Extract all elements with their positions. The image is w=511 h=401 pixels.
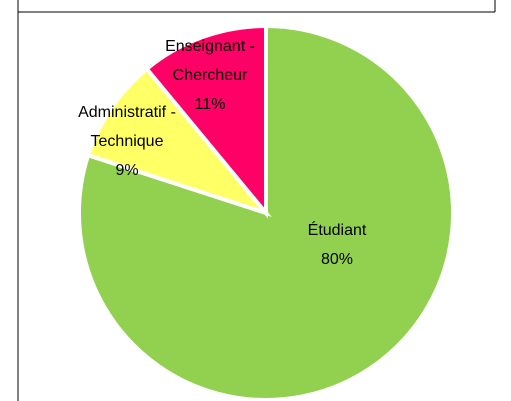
category-name: Étudiant <box>307 222 367 239</box>
slice-label: Administratif - Technique 9% <box>62 98 192 185</box>
percent-label: 11% <box>194 96 226 113</box>
pie-slice <box>143 23 268 219</box>
slice-label: Étudiant 80% <box>272 216 402 274</box>
slice-label: Enseignant - Chercheur 11% <box>145 32 275 119</box>
percent-label: 9% <box>115 162 139 179</box>
category-name: Administratif - Technique <box>78 104 176 150</box>
percent-label: 80% <box>320 251 354 268</box>
pie-slice <box>85 66 272 218</box>
category-name: Enseignant - Chercheur <box>165 38 255 84</box>
